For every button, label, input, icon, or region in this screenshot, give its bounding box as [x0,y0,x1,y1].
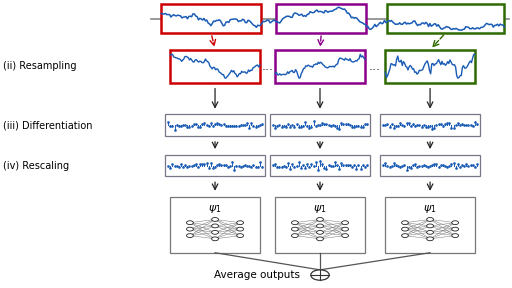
Text: ...: ... [369,60,381,73]
Text: $\psi_1$: $\psi_1$ [313,203,327,215]
Circle shape [211,217,219,221]
Circle shape [426,217,434,221]
Circle shape [316,237,324,241]
Bar [161,4,261,33]
Circle shape [186,227,194,231]
Circle shape [311,270,329,280]
Circle shape [316,224,324,228]
Text: ...: ... [262,60,273,73]
Text: $\psi_1$: $\psi_1$ [423,203,437,215]
Circle shape [426,230,434,234]
Bar [165,155,265,176]
Bar [380,115,480,136]
Text: (iii) Differentiation: (iii) Differentiation [3,120,92,130]
Bar [275,50,365,83]
Text: (ii) Resampling: (ii) Resampling [3,61,76,71]
Circle shape [342,227,349,231]
Circle shape [186,221,194,225]
Circle shape [401,234,409,238]
Circle shape [237,221,244,225]
Circle shape [316,230,324,234]
Circle shape [342,234,349,238]
Circle shape [426,237,434,241]
Circle shape [452,221,459,225]
Circle shape [211,224,219,228]
Circle shape [186,234,194,238]
Bar [385,197,475,253]
Bar [380,155,480,176]
Circle shape [291,227,298,231]
Circle shape [237,234,244,238]
Bar [276,4,366,33]
Bar [170,197,260,253]
Bar [165,115,265,136]
Bar [270,115,370,136]
Text: $\psi_1$: $\psi_1$ [208,203,222,215]
Text: Average outputs: Average outputs [214,270,300,280]
Circle shape [452,227,459,231]
Circle shape [426,224,434,228]
Bar [385,50,475,83]
Circle shape [211,230,219,234]
Circle shape [211,237,219,241]
Circle shape [401,221,409,225]
Circle shape [237,227,244,231]
Circle shape [342,221,349,225]
Circle shape [291,221,298,225]
Text: (iv) Rescaling: (iv) Rescaling [3,161,69,170]
Circle shape [452,234,459,238]
Bar [270,155,370,176]
Circle shape [401,227,409,231]
Circle shape [291,234,298,238]
Bar [387,4,504,33]
Bar [275,197,365,253]
Bar [170,50,260,83]
Circle shape [316,217,324,221]
